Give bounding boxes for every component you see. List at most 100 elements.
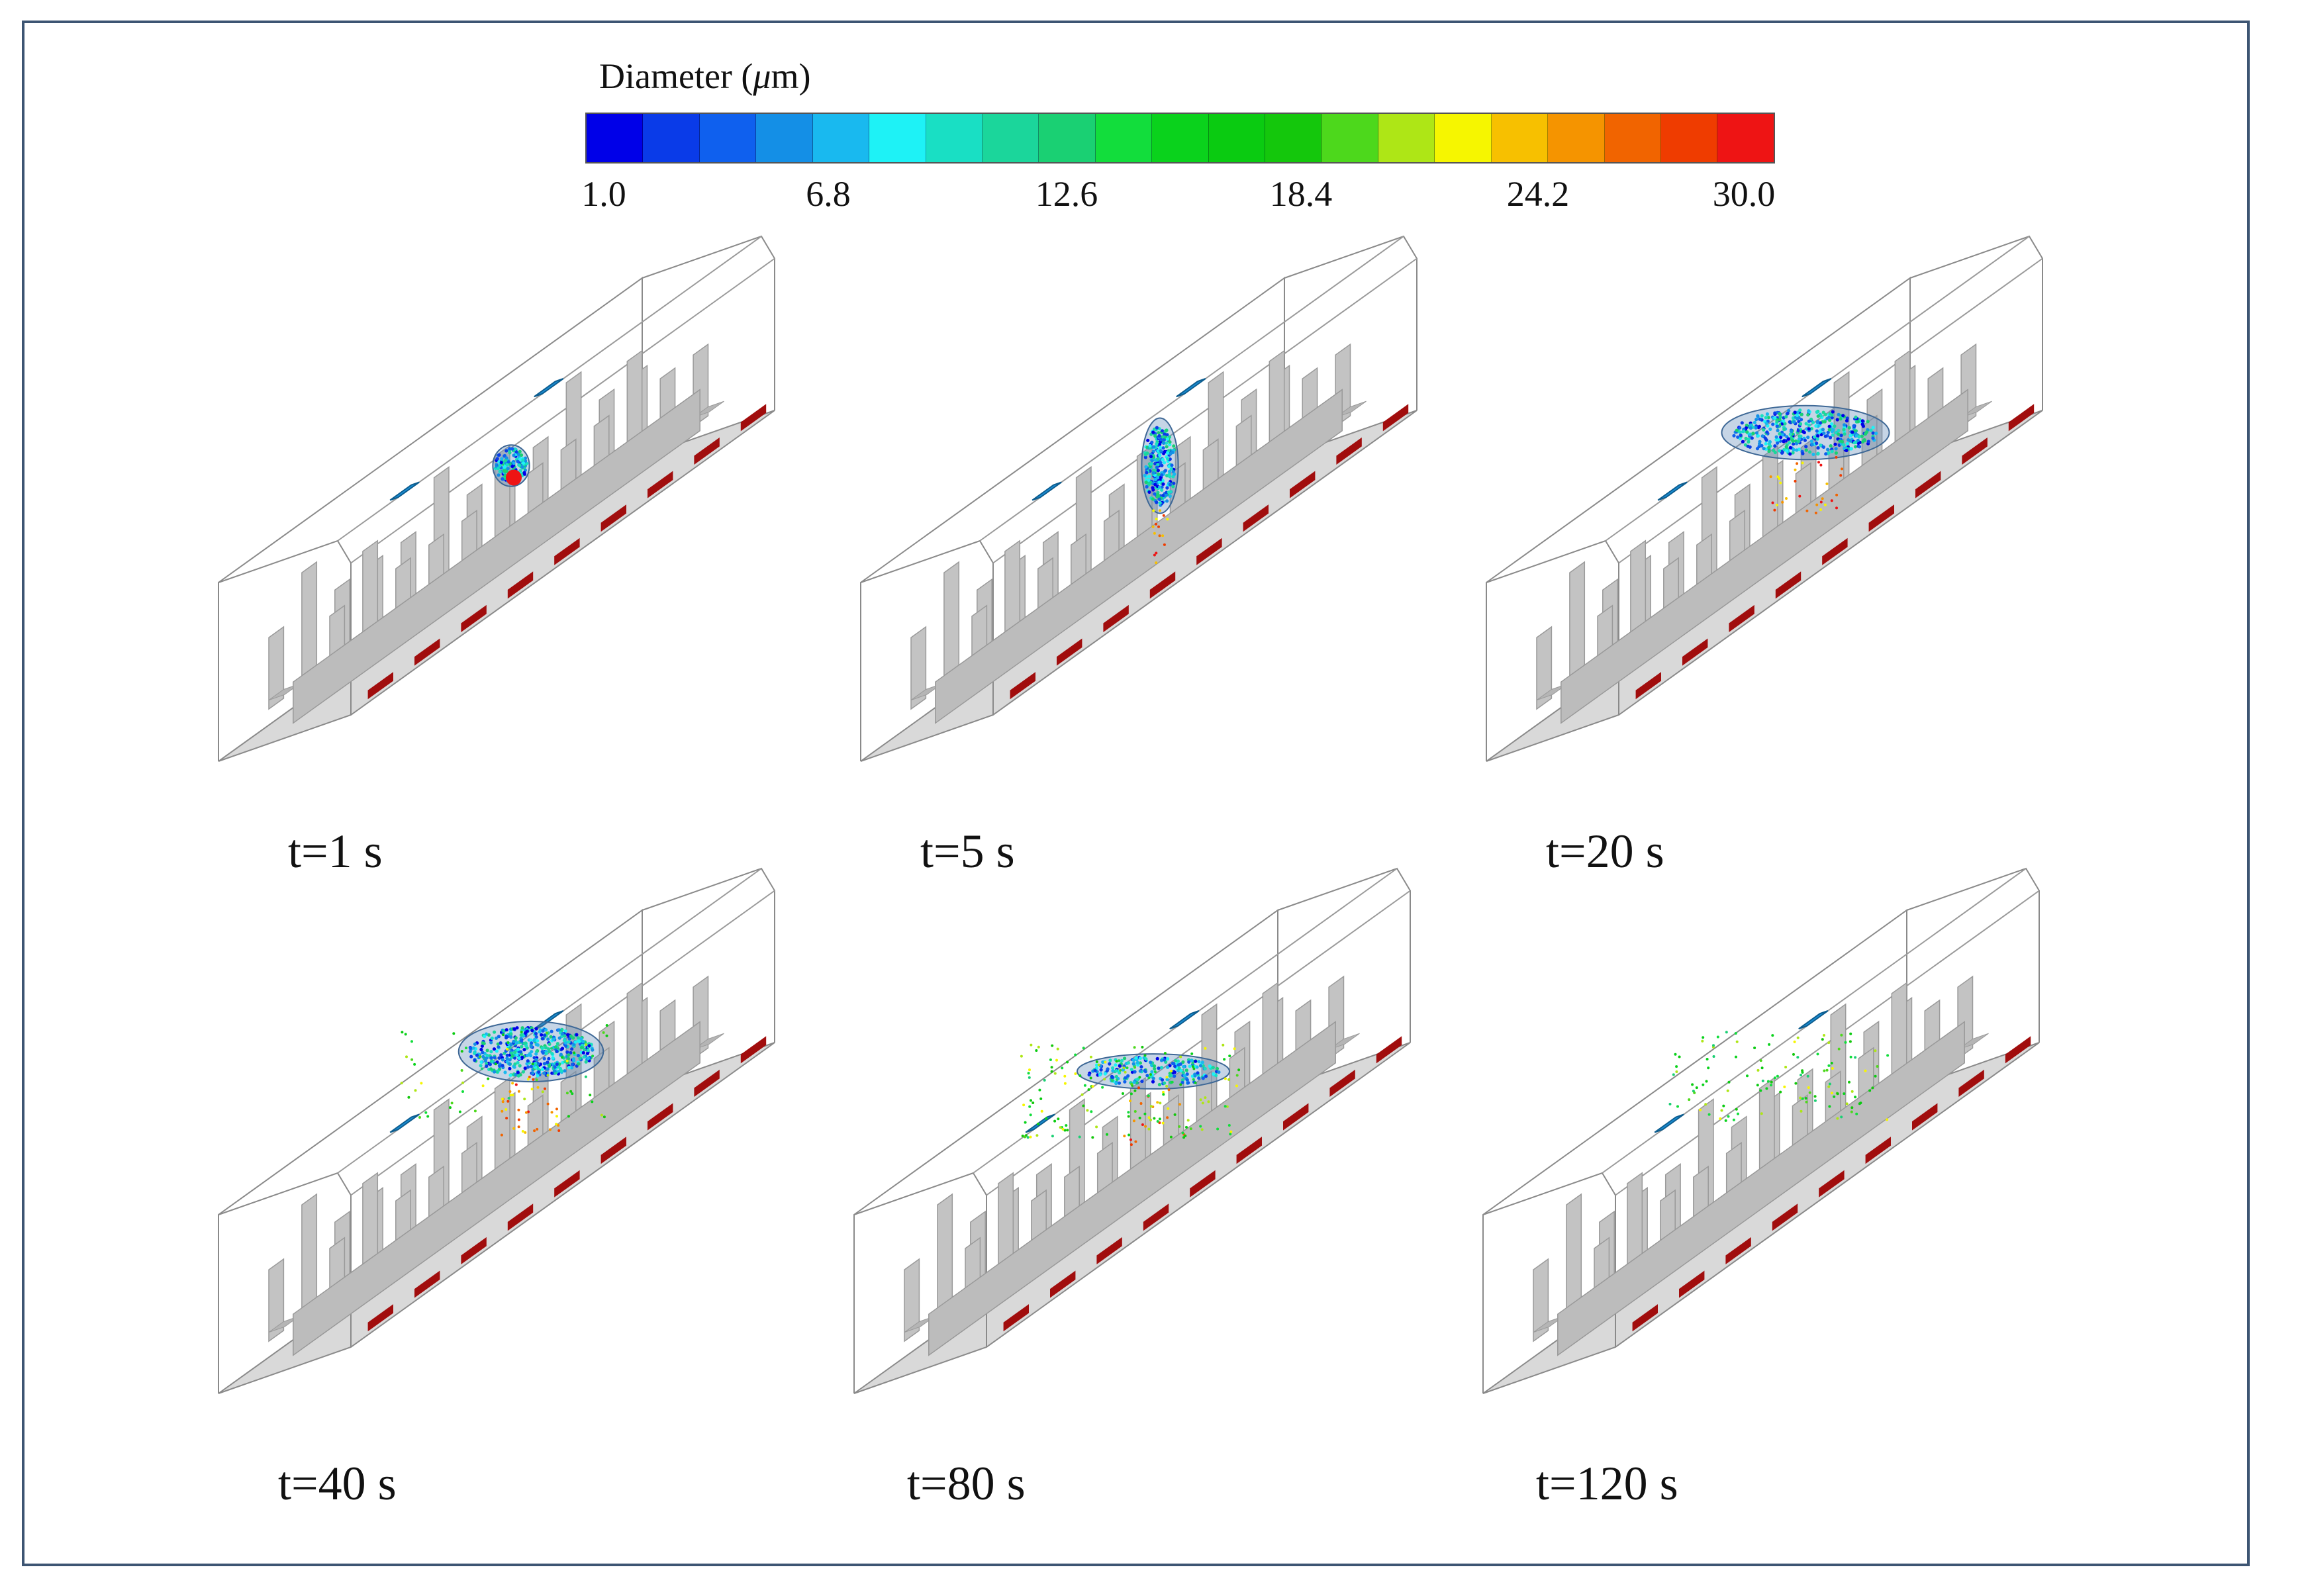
droplet bbox=[510, 447, 514, 451]
droplet bbox=[544, 1028, 548, 1032]
droplet bbox=[550, 1029, 553, 1033]
droplet bbox=[1792, 442, 1796, 446]
floor-vent-strip bbox=[414, 638, 440, 666]
droplet bbox=[1151, 497, 1155, 501]
droplet bbox=[1797, 420, 1801, 424]
droplet-dispersed bbox=[1827, 1064, 1831, 1067]
time-label: t=80 s bbox=[907, 1457, 1026, 1510]
droplet-dispersed bbox=[1055, 1058, 1058, 1062]
droplet-dispersed bbox=[561, 1056, 564, 1059]
droplet-dispersed bbox=[1705, 1080, 1708, 1083]
colorbar-tick: 1.0 bbox=[581, 174, 626, 214]
droplet bbox=[499, 1053, 503, 1057]
droplet bbox=[544, 1051, 548, 1056]
droplet bbox=[1152, 445, 1156, 449]
droplet bbox=[1852, 424, 1856, 428]
droplet bbox=[1788, 420, 1792, 424]
droplet bbox=[1170, 463, 1174, 467]
droplet-dispersed bbox=[1207, 1100, 1210, 1103]
droplet-falling bbox=[1129, 1138, 1132, 1141]
droplet bbox=[1791, 451, 1795, 455]
droplet-falling bbox=[1132, 1119, 1135, 1123]
droplet bbox=[1804, 445, 1808, 449]
droplet bbox=[516, 1060, 520, 1064]
droplet bbox=[562, 1039, 567, 1043]
droplet-dispersed bbox=[1235, 1084, 1238, 1088]
droplet bbox=[1155, 1056, 1159, 1060]
droplet-dispersed bbox=[1141, 1045, 1144, 1049]
droplet bbox=[1821, 428, 1825, 432]
droplet bbox=[528, 1054, 533, 1058]
droplet-dispersed bbox=[1854, 1096, 1857, 1099]
time-label: t=20 s bbox=[1546, 825, 1664, 878]
droplet bbox=[1150, 459, 1154, 463]
cabin-render bbox=[218, 235, 775, 762]
droplet bbox=[1866, 420, 1870, 424]
droplet-dispersed bbox=[1153, 1117, 1156, 1120]
droplet bbox=[538, 1030, 542, 1034]
time-label: t=40 s bbox=[278, 1457, 397, 1510]
droplet bbox=[1839, 434, 1843, 438]
cabin-render bbox=[1482, 867, 2040, 1394]
droplet bbox=[1169, 451, 1173, 456]
droplet bbox=[503, 465, 506, 469]
droplet-dispersed bbox=[1845, 1102, 1849, 1105]
aisle-partition bbox=[1557, 1021, 1965, 1356]
droplet-dispersed bbox=[1079, 1074, 1082, 1077]
floor-vent-strip bbox=[507, 1203, 534, 1231]
droplet bbox=[1165, 1078, 1169, 1082]
droplet bbox=[1157, 472, 1161, 476]
droplet bbox=[1745, 430, 1749, 434]
droplet bbox=[488, 1062, 492, 1066]
droplet bbox=[1845, 419, 1849, 423]
droplet bbox=[1156, 457, 1160, 461]
droplet-dispersed bbox=[1066, 1129, 1069, 1132]
droplet bbox=[498, 469, 502, 473]
droplet bbox=[531, 1071, 535, 1075]
droplet bbox=[521, 461, 526, 465]
droplet bbox=[1815, 410, 1819, 414]
droplet-falling bbox=[1158, 1121, 1161, 1125]
droplet bbox=[1856, 420, 1860, 424]
droplet-falling bbox=[1819, 500, 1823, 504]
droplet bbox=[1149, 1060, 1153, 1064]
floor-vent-strip bbox=[694, 437, 720, 465]
droplet bbox=[555, 1042, 560, 1046]
droplet bbox=[1182, 1074, 1187, 1078]
droplet-dispersed bbox=[1089, 1076, 1092, 1080]
droplet-falling bbox=[1794, 479, 1797, 483]
droplet bbox=[1821, 445, 1825, 449]
droplet-dispersed bbox=[1149, 1073, 1152, 1076]
droplet-dispersed bbox=[1090, 1110, 1093, 1113]
droplet-falling bbox=[1157, 525, 1160, 528]
droplet-dispersed bbox=[1727, 1115, 1730, 1118]
droplet-dispersed bbox=[573, 1051, 576, 1055]
droplet bbox=[1110, 1078, 1114, 1082]
droplet bbox=[1749, 423, 1753, 427]
droplet-dispersed bbox=[1704, 1103, 1707, 1106]
droplet-dispersed bbox=[1065, 1124, 1068, 1127]
colorbar-segment bbox=[1661, 114, 1718, 162]
droplet bbox=[1860, 422, 1864, 426]
droplet-dispersed bbox=[1871, 1086, 1874, 1090]
droplet bbox=[1163, 469, 1167, 473]
droplet-dispersed bbox=[1756, 1084, 1759, 1087]
droplet-dispersed bbox=[1119, 1068, 1122, 1072]
droplet bbox=[1159, 461, 1163, 465]
droplet-dispersed bbox=[1159, 1102, 1162, 1105]
droplet-falling bbox=[1152, 509, 1155, 512]
cabin-edge bbox=[642, 867, 775, 1043]
droplet bbox=[1827, 428, 1831, 432]
droplet-dispersed bbox=[545, 1031, 548, 1035]
droplet bbox=[1197, 1060, 1201, 1064]
droplet bbox=[1827, 424, 1831, 428]
droplet bbox=[1182, 1064, 1186, 1068]
droplet bbox=[1153, 461, 1157, 466]
droplet-dispersed bbox=[600, 1113, 603, 1117]
floor-vent-strip bbox=[1868, 504, 1894, 532]
droplet bbox=[1163, 1081, 1167, 1085]
droplet bbox=[1780, 433, 1784, 437]
droplet bbox=[1166, 451, 1170, 455]
droplet bbox=[1151, 455, 1156, 459]
droplet bbox=[1151, 486, 1155, 490]
